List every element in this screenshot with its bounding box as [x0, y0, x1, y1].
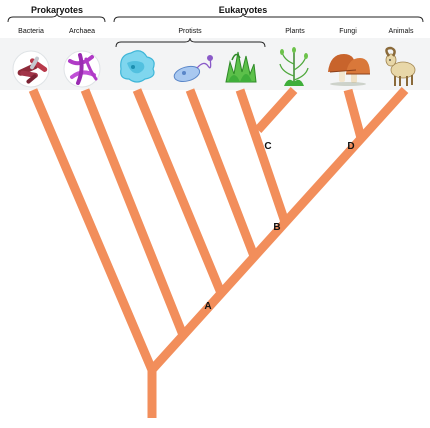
branch-fungi: [343, 88, 366, 140]
algae-icon: [225, 51, 257, 83]
branch-protist-3: [235, 88, 290, 224]
goat-icon: [385, 46, 416, 86]
tree-branches: [28, 86, 409, 418]
node-label-a: A: [204, 301, 211, 312]
branch-plants-stem: [254, 86, 298, 134]
eukaryotes-title: Eukaryotes: [219, 5, 268, 15]
node-label-d: D: [347, 141, 354, 152]
node-label-c: C: [264, 141, 271, 152]
branch-archaea: [80, 88, 188, 337]
eukaryotes-bracket: [113, 12, 424, 23]
flagellate-icon: [173, 55, 213, 82]
branch-protist-2: [185, 88, 259, 258]
archaea-icon: [63, 50, 101, 88]
prokaryotes-bracket: [7, 12, 106, 23]
bacteria-label: Bacteria: [18, 28, 44, 35]
protists-label: Protists: [178, 28, 202, 35]
archaea-label: Archaea: [69, 28, 95, 35]
mushroom-icon: [328, 54, 370, 86]
branch-bacteria: [28, 88, 157, 372]
plants-label: Plants: [285, 28, 305, 35]
protists-bracket: [115, 37, 266, 48]
plant-icon: [279, 47, 309, 86]
fungi-label: Fungi: [339, 28, 357, 35]
animals-label: Animals: [389, 28, 414, 35]
prokaryotes-title: Prokaryotes: [31, 5, 83, 15]
branch-protist-1: [132, 88, 226, 295]
amoeba-icon: [120, 50, 155, 83]
node-label-b: B: [273, 222, 280, 233]
bacteria-icon: [12, 50, 50, 88]
